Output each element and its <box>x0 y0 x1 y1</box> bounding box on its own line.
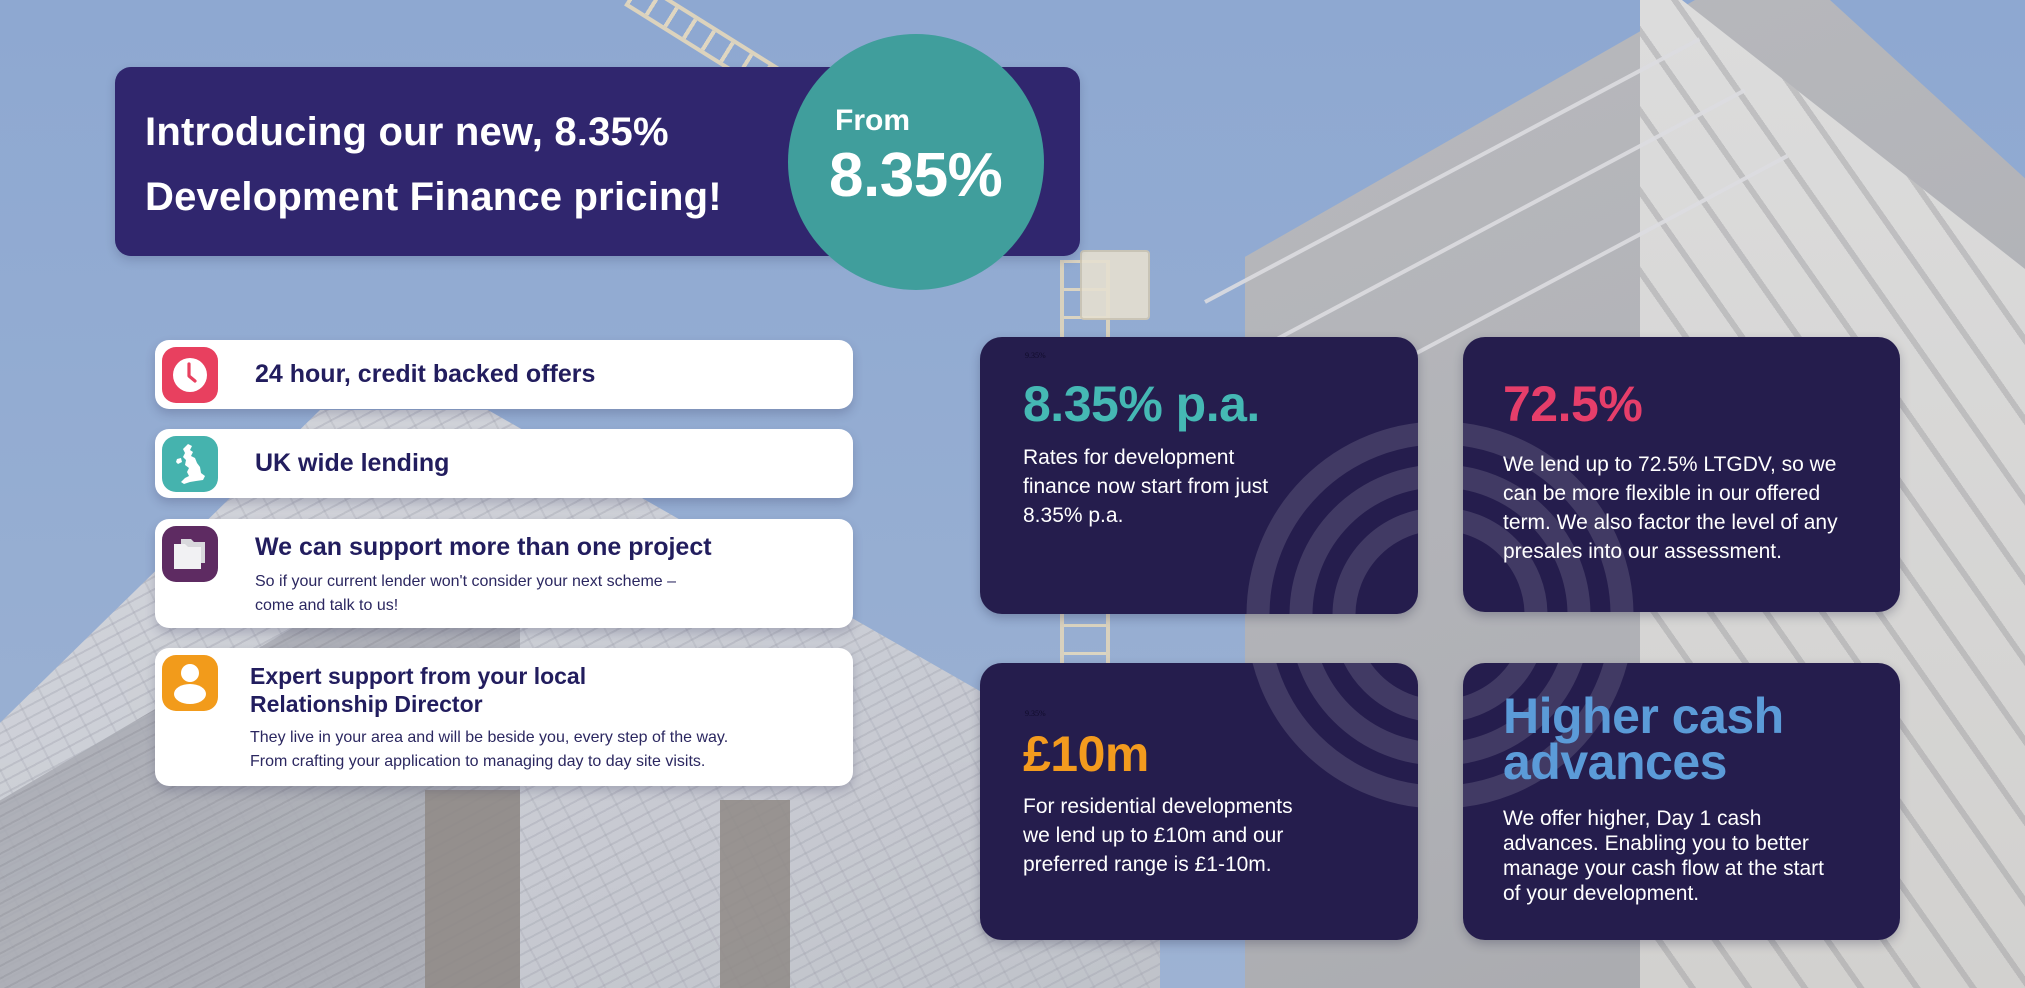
tiny-label: 9.35% <box>1025 351 1046 360</box>
crane-cab <box>1080 250 1150 320</box>
stat-description: For residential developments we lend up … <box>1023 795 1293 876</box>
rate-badge-value: 8.35% <box>829 141 1003 210</box>
clock-icon <box>162 347 218 403</box>
stat-card-cash-advances: Higher cash advances We offer higher, Da… <box>1463 663 1900 940</box>
tiny-label: 9.35% <box>1025 709 1046 718</box>
stat-value: 8.35% p.a. <box>1023 376 1260 432</box>
stat-description: We lend up to 72.5% LTGDV, so we can be … <box>1503 453 1838 563</box>
feature-card-multiple-projects: We can support more than one project So … <box>155 519 853 628</box>
hero-title-line2: Development Finance pricing! <box>145 175 722 219</box>
stat-value: Higher cash advances <box>1503 688 1784 790</box>
feature-card-24hr-offers: 24 hour, credit backed offers <box>155 340 853 409</box>
rate-badge <box>788 34 1044 290</box>
stat-card-rate: 9.35% 8.35% p.a. Rates for development f… <box>980 337 1418 614</box>
building-window <box>425 790 520 988</box>
folder-icon <box>162 526 218 582</box>
stat-card-ltgdv: 72.5% We lend up to 72.5% LTGDV, so we c… <box>1463 337 1900 612</box>
stat-card-loan-size: 9.35% £10m For residential developments … <box>980 663 1418 940</box>
rate-badge-from: From <box>835 104 910 137</box>
stat-description: Rates for development finance now start … <box>1023 446 1269 527</box>
hero-title-line1: Introducing our new, 8.35% <box>145 110 669 154</box>
feature-title: Expert support from your local Relations… <box>250 663 587 717</box>
feature-title: UK wide lending <box>255 449 450 477</box>
feature-description: So if your current lender won't consider… <box>255 573 677 614</box>
feature-card-uk-lending: UK wide lending <box>155 429 853 498</box>
building-window <box>720 800 790 988</box>
hero-title: Introducing our new, 8.35% Development F… <box>145 100 785 230</box>
stat-description: We offer higher, Day 1 cash advances. En… <box>1503 807 1824 905</box>
feature-description: They live in your area and will be besid… <box>250 729 729 770</box>
uk-map-icon <box>162 436 218 492</box>
stat-value: £10m <box>1023 726 1149 782</box>
feature-title: We can support more than one project <box>255 533 712 561</box>
stat-value: 72.5% <box>1503 376 1643 432</box>
feature-title: 24 hour, credit backed offers <box>255 360 596 388</box>
person-icon <box>162 655 218 711</box>
feature-card-relationship-director: Expert support from your local Relations… <box>155 648 853 786</box>
